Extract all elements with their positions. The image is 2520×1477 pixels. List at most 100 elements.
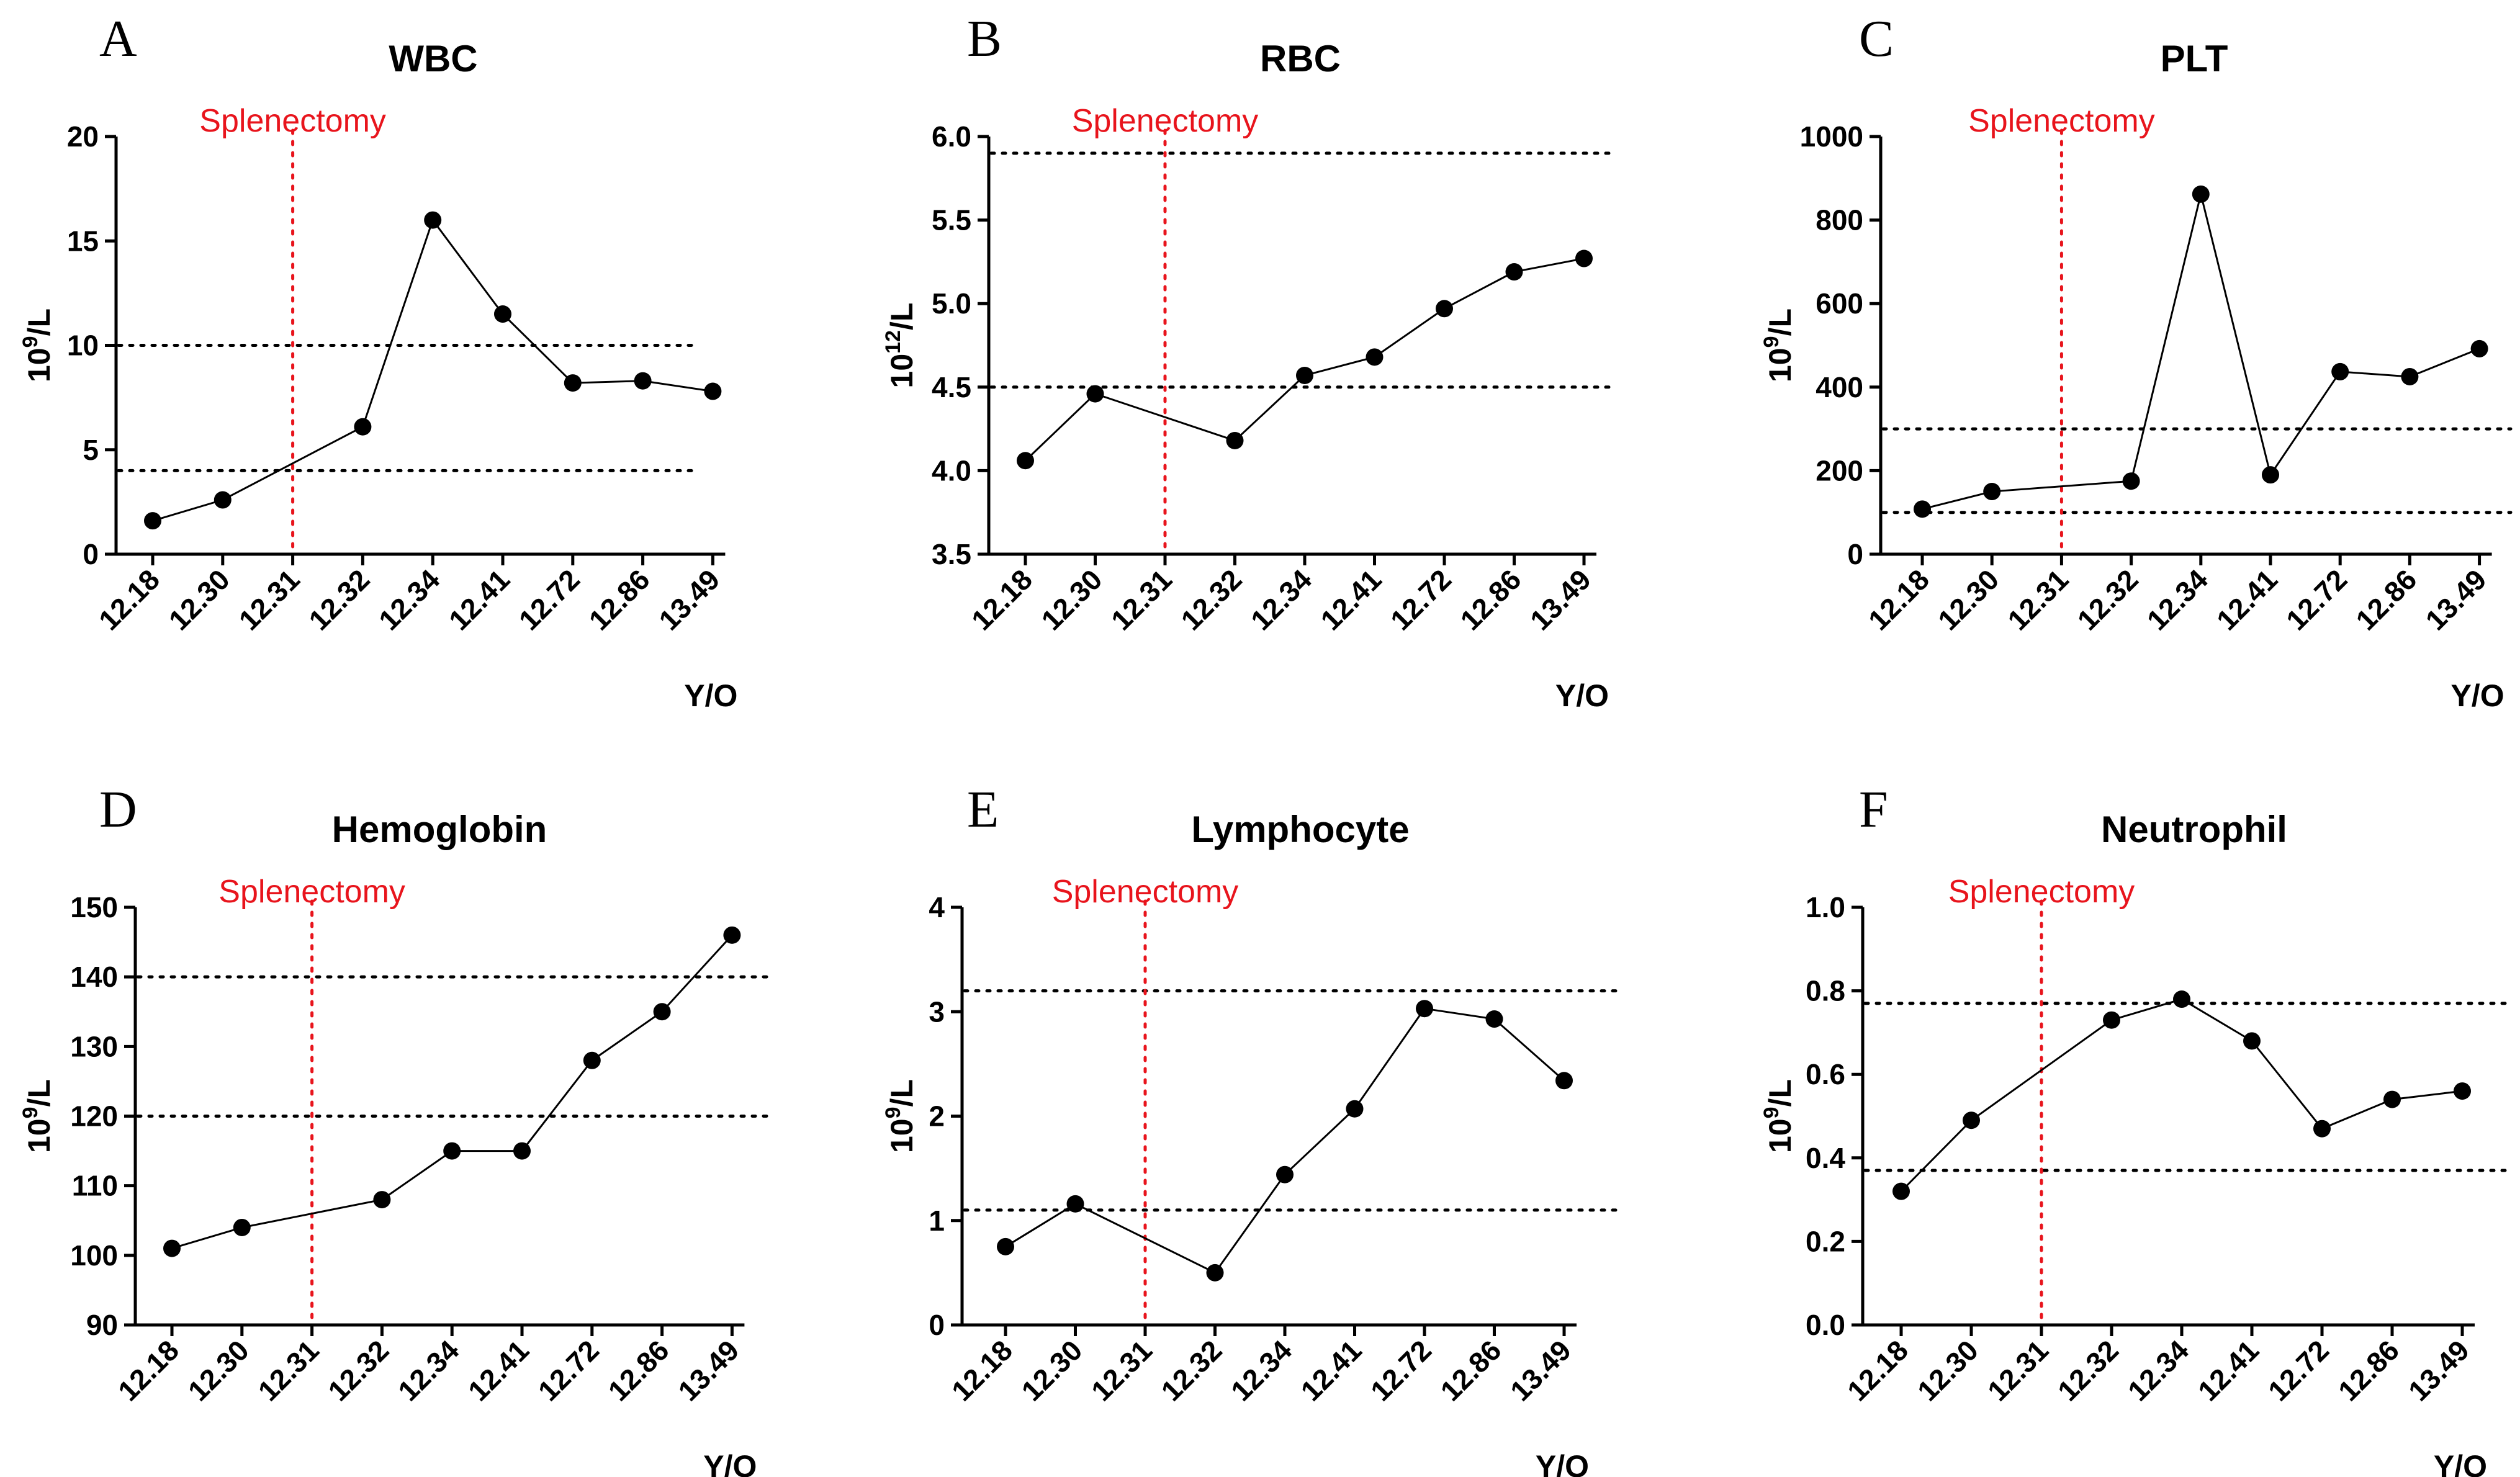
x-tick-label: 12.34 <box>2122 1334 2195 1407</box>
x-axis-label: Y/O <box>2434 1449 2487 1477</box>
y-axis-label: 109/L <box>881 1079 919 1153</box>
x-tick-label: 12.72 <box>2262 1334 2335 1407</box>
data-point <box>1366 348 1384 366</box>
panel-letter: F <box>1859 781 1888 838</box>
x-tick-label: 12.18 <box>945 1334 1019 1407</box>
y-tick-label: 5 <box>83 434 99 466</box>
x-tick-label: 12.34 <box>1244 563 1318 636</box>
x-tick-label: 12.30 <box>1015 1334 1088 1407</box>
data-point <box>513 1142 531 1160</box>
x-tick-label: 12.86 <box>582 563 655 636</box>
y-tick-label: 4.0 <box>932 454 971 487</box>
y-axis-label-unit: /L <box>22 308 56 336</box>
x-tick-label: 13.49 <box>672 1334 745 1407</box>
data-point <box>494 305 511 323</box>
x-tick-label: 12.72 <box>1384 563 1457 636</box>
y-tick-label: 150 <box>70 891 118 923</box>
y-tick-label: 130 <box>70 1030 118 1062</box>
data-point <box>2401 367 2419 385</box>
splenectomy-label: Splenectomy <box>1968 103 2155 139</box>
y-tick-label: 0 <box>929 1309 945 1341</box>
series-line <box>1900 998 2463 1192</box>
y-tick-label: 0.2 <box>1806 1225 1845 1257</box>
series-line <box>152 218 713 522</box>
chart-title: PLT <box>2161 38 2228 79</box>
y-tick-label: 0.0 <box>1806 1309 1845 1341</box>
panel-e: E Lymphocyte 0 1 2 3 4 12.1812.3012.3112.3212.3… <box>881 781 1619 1477</box>
y-tick-label: 4 <box>929 891 945 923</box>
panel-letter: C <box>1859 10 1894 68</box>
x-tick-label: 12.34 <box>372 563 446 636</box>
y-axis-label-unit: /L <box>22 1079 56 1107</box>
data-point <box>1086 385 1104 403</box>
x-tick-label: 12.31 <box>1105 563 1178 636</box>
data-point <box>424 211 442 229</box>
series-line <box>1922 194 2480 510</box>
x-tick-label: 13.49 <box>652 563 726 636</box>
x-tick-label: 12.86 <box>2349 563 2423 636</box>
x-tick-label: 12.32 <box>1154 1334 1228 1407</box>
panel-letter: E <box>967 781 999 838</box>
chart-title: Hemoglobin <box>332 809 547 850</box>
data-point <box>997 1237 1014 1255</box>
data-point <box>1505 263 1523 281</box>
data-point <box>1416 1000 1433 1018</box>
y-axis-label: 1012/L <box>881 303 919 388</box>
y-tick-label: 4.5 <box>932 371 971 403</box>
data-point <box>373 1191 391 1209</box>
data-point <box>163 1239 181 1257</box>
x-tick-label: 12.31 <box>251 1334 325 1407</box>
y-axis-label-exponent: 9 <box>19 336 42 348</box>
data-point <box>2313 1120 2331 1138</box>
y-tick-label: 20 <box>67 120 99 153</box>
y-tick-label: 0 <box>1847 538 1863 570</box>
x-tick-label: 12.18 <box>112 1334 185 1407</box>
data-point <box>1963 1111 1980 1129</box>
x-tick-label: 12.41 <box>2192 1334 2265 1407</box>
series-line <box>1005 1007 1565 1274</box>
x-tick-label: 12.34 <box>1225 1334 1298 1407</box>
x-tick-label: 12.41 <box>443 563 516 636</box>
x-axis-label: Y/O <box>703 1449 757 1477</box>
y-axis-label-base: 10 <box>1763 348 1798 382</box>
data-point <box>2262 466 2279 484</box>
x-tick-label: 12.41 <box>2210 563 2284 636</box>
series-line <box>1024 258 1585 462</box>
data-point <box>1555 1072 1573 1090</box>
data-point <box>1914 500 1931 518</box>
data-point <box>704 382 722 400</box>
x-tick-label: 12.31 <box>232 563 305 636</box>
splenectomy-label: Splenectomy <box>218 874 405 910</box>
chart-title: Lymphocyte <box>1191 809 1409 850</box>
x-tick-label: 12.18 <box>92 563 166 636</box>
y-axis-label-exponent: 9 <box>1760 336 1783 348</box>
data-point <box>144 512 161 530</box>
y-tick-label: 3 <box>929 995 945 1028</box>
y-tick-label: 90 <box>86 1309 118 1341</box>
data-point <box>723 926 741 944</box>
y-tick-label: 10 <box>67 330 99 362</box>
y-axis-label-unit: /L <box>1763 308 1798 336</box>
data-point <box>564 374 582 392</box>
y-tick-label: 15 <box>67 225 99 257</box>
y-tick-label: 600 <box>1816 287 1863 320</box>
x-tick-label: 12.30 <box>163 563 236 636</box>
splenectomy-label: Splenectomy <box>1948 874 2135 910</box>
data-point <box>2122 472 2140 490</box>
y-tick-label: 400 <box>1816 371 1863 403</box>
y-tick-label: 6.0 <box>932 120 971 153</box>
data-point <box>1296 366 1313 384</box>
x-tick-label: 12.30 <box>1035 563 1108 636</box>
data-point <box>583 1051 601 1069</box>
x-tick-label: 12.41 <box>1294 1334 1367 1407</box>
y-tick-label: 0 <box>83 538 99 570</box>
x-tick-label: 13.49 <box>2419 563 2492 636</box>
data-point <box>1892 1182 1910 1200</box>
y-axis-label-exponent: 9 <box>881 1107 905 1118</box>
y-axis-label-exponent: 9 <box>19 1107 42 1118</box>
data-point <box>2173 990 2190 1008</box>
x-tick-label: 12.32 <box>322 1334 395 1407</box>
x-tick-label: 12.34 <box>2141 563 2214 636</box>
x-tick-label: 12.32 <box>2071 563 2144 636</box>
